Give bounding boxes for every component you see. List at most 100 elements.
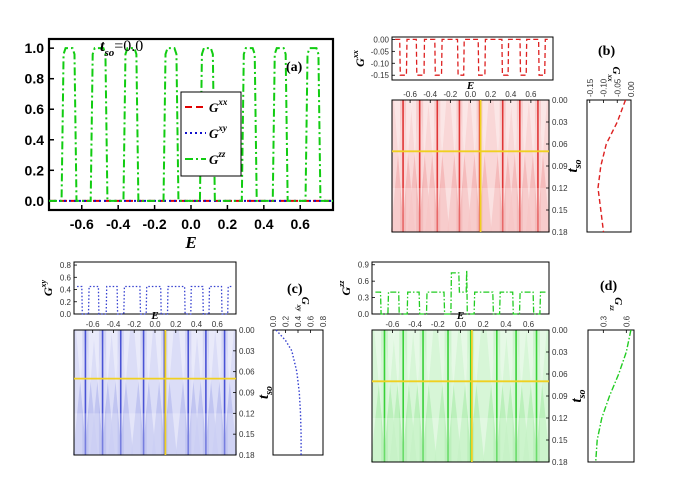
side-x-tick-label: 0.6 [307,315,316,327]
heatmap-y-label: tso [256,386,275,399]
heatmap-y-label: tso [569,389,588,402]
x-tick-label-a: -0.4 [106,216,130,232]
side-x-tick-label: 0.3 [599,315,608,327]
heatmap-x-tick-label: 0.2 [478,320,490,329]
heatmap-x-tick-label: 0.2 [485,90,497,99]
series-group-a [49,47,333,202]
top-y-label: Gzz [337,280,353,296]
heatmap-y-tick-label: 0.06 [552,370,568,379]
heatmap-y-label: tso [565,159,584,172]
y-tick-label-a: 0.4 [25,132,45,148]
heatmap-fade [74,413,236,455]
legend-label-xy: Gxy [209,123,228,141]
top-y-tick-label: 0.00 [373,35,389,44]
top-y-tick-label: 0.3 [358,294,370,303]
top-y-label: Gxy [39,279,55,296]
y-tick-label-a: 1.0 [25,40,45,56]
heatmap-x-tick-label: 0.0 [149,320,161,329]
side-x-tick-label: -0.10 [600,78,609,97]
top-y-label: Gxx [351,50,367,67]
heatmap-y-tick-label: 0.03 [239,347,255,356]
heatmap-y-tick-label: 0.18 [552,228,568,237]
heatmap-fade [392,188,549,232]
tso-annotation: tso=0.0 [100,38,143,59]
side-x-label: Gzz [608,297,624,311]
heatmap-y-tick-label: 0.06 [552,140,568,149]
heatmap-y-tick-label: 0.00 [239,326,255,335]
panel-d: 0.0 0.3 0.6 0.9 Gzz -0.6 -0.4 -0.2 0.0 0.2 0.4 0.6 E… [337,261,635,467]
top-y-tick-label: 0.9 [358,261,370,270]
heatmap-fade [372,418,549,462]
heatmap-x-tick-label: 0.2 [170,320,182,329]
heatmap-x-tick-label: 0.6 [525,90,537,99]
heatmap-y-tick-label: 0.06 [239,368,255,377]
heatmap-y-tick-label: 0.12 [552,414,568,423]
heatmap-x-tick-label: 0.4 [191,320,203,329]
y-tick-label-a: 0.8 [25,71,45,87]
heatmap-y-tick-label: 0.00 [552,326,568,335]
heatmap-y-tick-label: 0.03 [552,118,568,127]
heatmap-y-tick-label: 0.09 [552,392,568,401]
top-y-tick-label: 0.6 [358,277,370,286]
heatmap-y-tick-label: 0.12 [239,409,255,418]
side-curve [595,329,632,463]
panel-label-a: (a) [286,60,303,75]
heatmap-y-tick-label: 0.18 [239,451,255,460]
top-y-tick-label: 0.0 [60,310,72,319]
heatmap-x-tick-label: -0.2 [127,320,141,329]
heatmap-y-tick-label: 0.00 [552,96,568,105]
top-y-tick-label: 0.8 [60,261,72,270]
heatmap-y-tick-label: 0.12 [552,184,568,193]
side-x-label: Gxx [606,67,622,82]
heatmap-x-tick-label: 0.0 [465,90,477,99]
y-tick-label-a: 0.0 [25,193,45,209]
heatmap-x-tick-label: -0.6 [86,320,100,329]
top-strip-frame [391,36,554,81]
top-strip-curve [77,285,233,315]
top-y-tick-label: -0.10 [371,59,390,68]
heatmap-x-tick-label: 0.4 [500,320,512,329]
legend-label-zz: Gzz [209,149,226,167]
panel-b: 0.00 -0.05 -0.10 -0.15 Gxx -0.6 -0.4 -0.2 0.0 0.2… [351,35,636,237]
heatmap-y-tick-label: 0.03 [552,348,568,357]
heatmap-y-tick-label: 0.15 [552,206,568,215]
y-tick-label-a: 0.6 [25,101,45,117]
heatmap-x-tick-label: 0.6 [523,320,535,329]
heatmap-x-tick-label: -0.4 [408,320,422,329]
heatmap-y-tick-label: 0.09 [552,162,568,171]
heatmap-x-tick-label: -0.2 [443,90,457,99]
top-strip-curve [395,38,550,76]
side-panel-frame [272,329,324,456]
heatmap-x-tick-label: -0.6 [386,320,400,329]
side-x-tick-label: 0.0 [269,315,278,327]
side-x-tick-label: -0.05 [613,78,622,97]
legend-label-xx: Gxx [209,97,228,115]
top-y-tick-label: 0.0 [358,310,370,319]
x-tick-label-a: 0.6 [290,216,310,232]
heatmap-y-tick-label: 0.18 [552,458,568,467]
top-y-tick-label: 0.4 [60,286,72,295]
heatmap-x-tick-label: -0.2 [431,320,445,329]
panel-label-c: (c) [287,282,303,297]
side-curve [597,99,627,233]
x-tick-label-a: 0.2 [218,216,238,232]
heatmap-x-tick-label: 0.4 [505,90,517,99]
x-tick-label-a: -0.2 [143,216,167,232]
panel-label-b: (b) [598,44,615,59]
top-y-tick-label: -0.05 [371,47,390,56]
heatmap-x-tick-label: -0.6 [403,90,417,99]
heatmap-x-label: E [456,310,464,322]
side-panel-frame [587,329,635,463]
top-strip-frame [371,261,550,315]
side-x-tick-label: 0.6 [622,315,631,327]
heatmap-y-tick-label: 0.15 [239,430,255,439]
side-x-tick-label: 0.4 [294,315,303,327]
panel-label-d: (d) [600,279,617,294]
heatmap-x-tick-label: 0.0 [455,320,467,329]
panel-a: -0.6 -0.4 -0.2 0.0 0.2 0.4 0.6 0.0 0.2 0.4 0.6 0.8 1… [25,37,335,252]
heatmap-x-tick-label: -0.4 [107,320,121,329]
x-tick-label-a: 0.0 [181,216,201,232]
top-strip-curve [375,270,546,315]
